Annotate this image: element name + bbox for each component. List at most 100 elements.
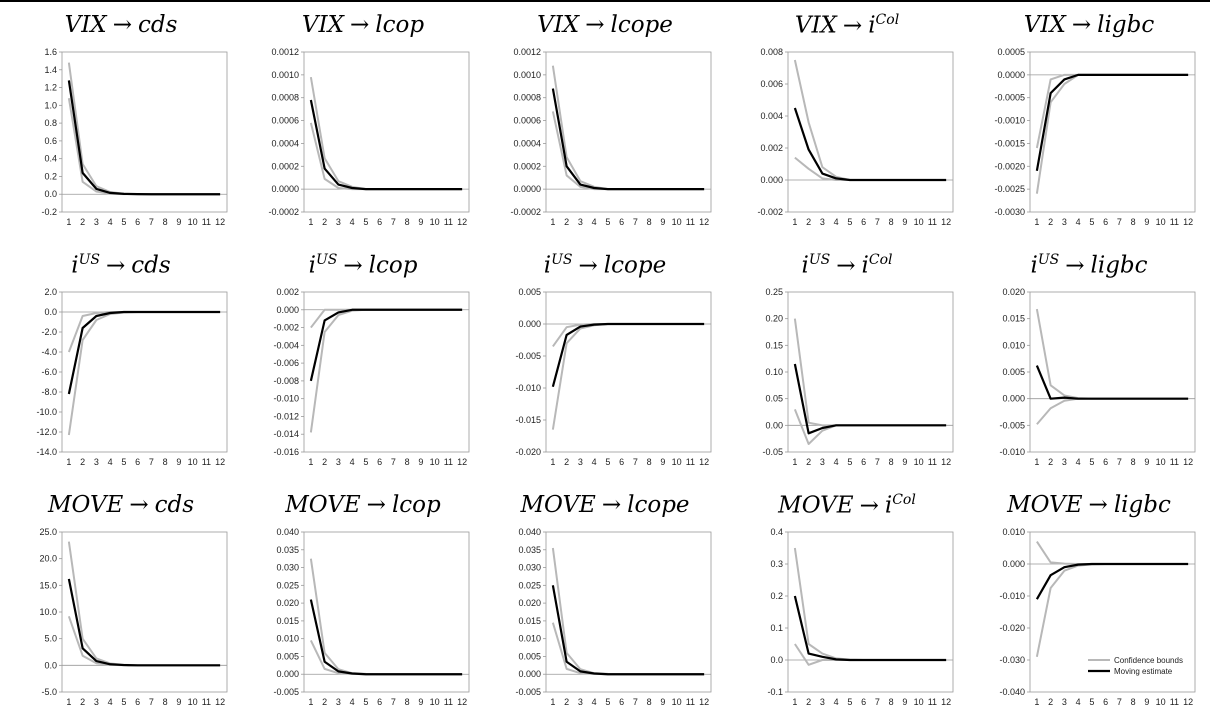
irf-panel: iUS → iCol -0.05 0.00 0.05 0.10 0.15 0.20 0.25 1 2 3… — [726, 242, 968, 482]
arrow-icon: → — [129, 492, 149, 518]
x-tick-label: 10 — [1156, 457, 1166, 467]
title-shock-superscript: US — [78, 252, 101, 268]
x-tick-label: 3 — [578, 217, 583, 227]
title-shock: i — [308, 252, 316, 279]
x-tick-label: 10 — [672, 217, 682, 227]
x-tick-label: 12 — [1183, 217, 1193, 227]
moving-estimate-line — [793, 595, 947, 662]
x-tick-label: 3 — [1062, 697, 1067, 707]
y-tick-label: -10.0 — [36, 407, 57, 417]
y-tick-label: 0.005 — [276, 651, 299, 661]
y-tick-label: 0.0 — [44, 660, 57, 670]
y-tick-label: 0.005 — [1002, 367, 1025, 377]
y-tick-label: 0.0005 — [997, 47, 1025, 57]
y-tick-label: 0.0008 — [513, 93, 541, 103]
x-tick-label: 6 — [619, 697, 624, 707]
confidence-bound-lower-line — [1035, 563, 1189, 657]
y-tick-label: 0.000 — [276, 669, 299, 679]
confidence-bound-upper-line — [1036, 541, 1189, 565]
panel-title: iUS → cds — [0, 252, 242, 279]
x-tick-label: 12 — [941, 697, 951, 707]
y-tick-label: 0.004 — [760, 111, 783, 121]
plot-frame — [1029, 291, 1196, 453]
x-tick-label: 3 — [1062, 457, 1067, 467]
title-response-superscript: Col — [892, 492, 916, 508]
panel-title: iUS → lcop — [242, 252, 484, 279]
y-tick-label: 0.05 — [765, 394, 783, 404]
x-tick-label: 1 — [308, 217, 313, 227]
panel-title: MOVE → iCol — [726, 492, 968, 519]
x-tick-label: 9 — [176, 217, 181, 227]
x-tick-label: 3 — [578, 697, 583, 707]
x-tick-label: 5 — [1089, 457, 1094, 467]
y-tick-label: 0.000 — [518, 669, 541, 679]
y-tick-label: 0.0006 — [513, 116, 541, 126]
x-tick-label: 6 — [861, 217, 866, 227]
x-tick-label: 11 — [202, 697, 211, 707]
x-tick-label: 7 — [1117, 217, 1122, 227]
y-tick-label: 20.0 — [39, 554, 57, 564]
x-tick-label: 7 — [391, 457, 396, 467]
title-shock: i — [801, 252, 809, 279]
irf-panel: MOVE → iCol -0.1 0.0 0.1 0.2 0.3 0.4 1 2 3 4 5 6 7 8 9 10 1… — [726, 482, 968, 722]
confidence-bound-lower-line — [793, 408, 947, 445]
y-tick-label: 0.002 — [276, 287, 299, 297]
y-tick-label: 0.0004 — [271, 138, 299, 148]
y-tick-label: 0.15 — [765, 340, 783, 350]
x-tick-label: 4 — [350, 217, 355, 227]
plot-frame — [787, 51, 954, 213]
x-tick-label: 11 — [928, 457, 937, 467]
y-tick-label: -0.016 — [273, 447, 299, 457]
y-tick-label: -4.0 — [41, 347, 57, 357]
irf-chart: -0.0030 -0.0025 -0.0020 -0.0015 -0.0010 -0.00… — [994, 47, 1196, 227]
x-tick-label: 1 — [66, 697, 71, 707]
x-tick-label: 3 — [578, 457, 583, 467]
moving-estimate-line — [551, 585, 705, 676]
irf-chart: -14.0-12.0-10.0-8.0-6.0-4.0-2.00.02.01 2 3… — [36, 287, 228, 467]
y-tick-label: -0.012 — [273, 411, 299, 421]
y-tick-label: -0.005 — [273, 687, 299, 697]
title-shock-superscript: US — [808, 252, 831, 268]
x-tick-label: 2 — [80, 457, 85, 467]
x-tick-label: 2 — [80, 697, 85, 707]
x-tick-label: 1 — [550, 457, 555, 467]
irf-chart: -0.0002 0.0000 0.0002 0.0004 0.0006 0.0008 0.0… — [510, 47, 712, 227]
irf-panel: iUS → lcope -0.020 -0.015 -0.010 -0.005 0.000 0.… — [484, 242, 726, 482]
title-response: ligbc — [1097, 12, 1155, 38]
x-tick-label: 6 — [619, 457, 624, 467]
x-tick-label: 1 — [308, 697, 313, 707]
irf-panel: MOVE → ligbc -0.040 -0.030 -0.020 -0.010 0.000 0… — [968, 482, 1210, 722]
y-tick-label: 0.030 — [518, 563, 541, 573]
y-tick-label: 0.4 — [770, 527, 783, 537]
x-tick-label: 11 — [686, 457, 695, 467]
x-tick-label: 5 — [847, 457, 852, 467]
panel-title: MOVE → ligbc — [968, 492, 1210, 518]
panel-title: iUS → iCol — [726, 252, 968, 279]
x-tick-label: 6 — [861, 457, 866, 467]
y-tick-label: 0.0010 — [271, 70, 299, 80]
x-tick-label: 9 — [1144, 457, 1149, 467]
x-tick-label: 10 — [430, 457, 440, 467]
confidence-bound-lower-line — [67, 311, 221, 436]
x-tick-label: 8 — [405, 697, 410, 707]
y-tick-label: -0.030 — [999, 655, 1025, 665]
x-tick-label: 8 — [163, 457, 168, 467]
confidence-bound-lower-line — [309, 308, 463, 433]
confidence-bound-upper-line — [1035, 73, 1189, 149]
arrow-icon: → — [842, 12, 863, 39]
x-tick-label: 7 — [149, 697, 154, 707]
x-tick-label: 7 — [633, 697, 638, 707]
x-tick-label: 3 — [820, 217, 825, 227]
x-tick-label: 5 — [605, 697, 610, 707]
x-tick-label: 4 — [834, 697, 839, 707]
arrow-icon: → — [578, 252, 598, 279]
confidence-bound-upper-line — [67, 541, 221, 667]
confidence-bound-lower-line — [794, 156, 947, 181]
x-tick-label: 5 — [605, 457, 610, 467]
x-tick-label: 10 — [1156, 697, 1166, 707]
confidence-bound-upper-line — [551, 65, 705, 191]
y-tick-label: 0.006 — [760, 79, 783, 89]
x-tick-label: 6 — [1103, 697, 1108, 707]
y-tick-label: 0.20 — [765, 314, 783, 324]
